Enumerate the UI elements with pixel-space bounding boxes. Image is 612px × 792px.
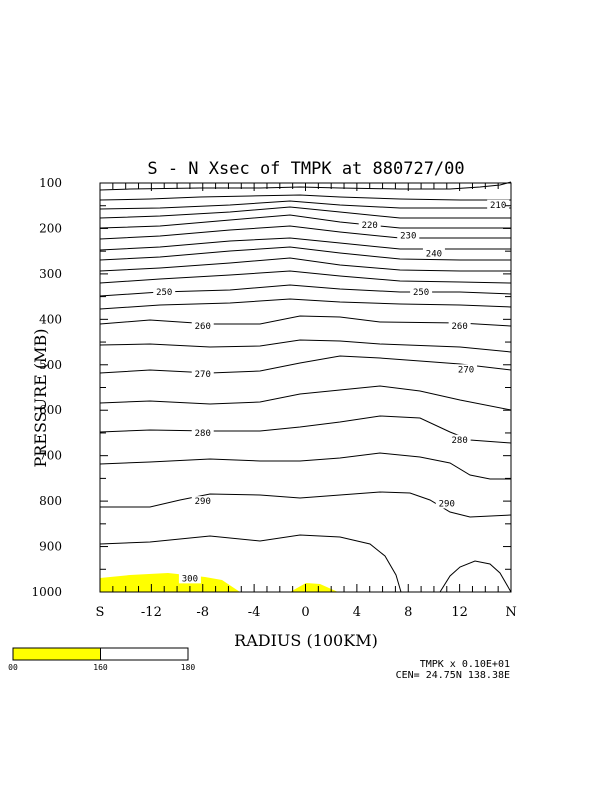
y-tick-label: 600 (39, 403, 62, 417)
contour-line (99, 415, 512, 444)
contour-label-bg (448, 434, 471, 445)
contour-label: 280 (195, 429, 211, 439)
contour-line (99, 194, 511, 201)
y-tick-label: 800 (39, 494, 62, 508)
shaded-region-west (100, 573, 240, 592)
plot-frame (99, 182, 512, 593)
contour-label: 290 (195, 497, 211, 507)
y-tick-label: 300 (39, 267, 62, 281)
contour-label: 260 (451, 322, 467, 332)
contour-line (100, 491, 512, 518)
y-tick-label: 500 (39, 358, 62, 372)
contour-line (99, 270, 512, 284)
contour-label-bg (191, 496, 214, 507)
contour-label-bg (153, 287, 176, 298)
contour-label-bg (178, 573, 201, 584)
contour-line (99, 355, 512, 374)
colorbar: 00 160 180 (8, 647, 196, 672)
colorbar-label: 00 (8, 663, 18, 672)
contour-line (99, 315, 512, 327)
contour-line (99, 237, 511, 251)
contour-label-bg (410, 287, 433, 298)
y-tick-labels: 100 200 300 400 500 600 700 800 900 1000 (31, 176, 62, 599)
contour-line (99, 225, 511, 240)
shaded-regions (100, 573, 338, 592)
colorbar-label: 180 (181, 663, 196, 672)
contour-line (99, 257, 511, 272)
x-axis-label: RADIUS (100KM) (234, 631, 378, 650)
contour-label: 280 (451, 436, 467, 446)
axis-ticks (99, 182, 512, 593)
x-tick-label: S (96, 605, 105, 620)
contour-line (99, 534, 402, 593)
contour-label: 240 (426, 249, 442, 259)
contour-label: 210 (490, 201, 506, 211)
x-tick-label: N (505, 605, 516, 620)
y-tick-label: 700 (39, 449, 62, 463)
contour-label-bg (191, 321, 214, 332)
contour-label-bg (191, 368, 214, 379)
contour-label-bg (487, 199, 510, 210)
contour-label-bg (358, 219, 381, 230)
contour-labels: 210 220 230 240 250 250 260 260 270 270 280 280 290 2… (153, 199, 510, 584)
contour-label: 290 (439, 499, 455, 509)
x-tick-label: -8 (196, 605, 209, 620)
contour-label: 220 (362, 221, 378, 231)
contour-label: 270 (195, 370, 211, 380)
contour-label-bg (397, 230, 420, 241)
contour-label: 230 (400, 231, 416, 241)
contour-line (439, 560, 512, 593)
contour-line (99, 298, 512, 310)
contour-line (99, 385, 512, 411)
contour-line (99, 206, 511, 219)
contour-label: 250 (413, 288, 429, 298)
x-tick-label: -4 (248, 605, 261, 620)
footer-line-2: CEN= 24.75N 138.38E (396, 670, 510, 681)
contour-label: 300 (182, 574, 198, 584)
contour-line (99, 452, 511, 480)
contour-line (99, 246, 511, 261)
contour-label-bg (448, 321, 471, 332)
y-tick-label: 900 (39, 540, 62, 554)
y-tick-label: 400 (39, 312, 62, 326)
y-tick-label: 200 (39, 221, 62, 235)
x-tick-label: 0 (301, 605, 309, 620)
x-tick-label: -12 (141, 605, 162, 620)
x-tick-label: 12 (451, 605, 468, 620)
colorbar-label: 160 (93, 663, 108, 672)
y-tick-label: 1000 (31, 585, 62, 599)
y-axis-label: PRESSURE (MB) (31, 328, 50, 467)
colorbar-segment (13, 648, 101, 660)
contour-label: 270 (458, 365, 474, 375)
contour-label: 250 (156, 288, 172, 298)
contour-label-bg (422, 248, 445, 259)
x-tick-label: 8 (404, 605, 412, 620)
contour-line (99, 339, 512, 353)
contour-label: 260 (195, 322, 211, 332)
contour-label-bg (435, 498, 458, 509)
x-tick-label: 4 (353, 605, 361, 620)
contour-line (99, 200, 511, 210)
contour-lines (99, 181, 512, 593)
contour-line (99, 214, 511, 229)
contour-label-bg (191, 427, 214, 438)
shaded-region-center (290, 583, 338, 592)
chart-title: S - N Xsec of TMPK at 880727/00 (147, 159, 464, 179)
footer-line-1: TMPK x 0.10E+01 (420, 659, 510, 670)
colorbar-segment (100, 648, 188, 660)
y-tick-label: 100 (39, 176, 62, 190)
contour-label-bg (455, 364, 478, 375)
x-tick-labels: S -12 -8 -4 0 4 8 12 N (96, 605, 517, 620)
